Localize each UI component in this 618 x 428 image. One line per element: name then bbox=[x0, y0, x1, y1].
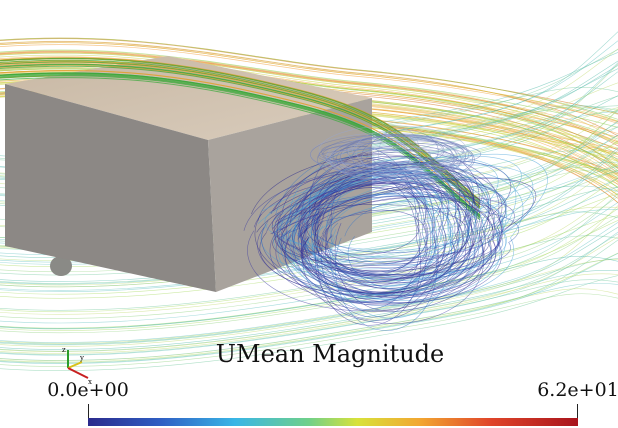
axis-z-label: z bbox=[62, 346, 66, 354]
axis-x bbox=[68, 368, 88, 378]
axis-y-label: y bbox=[79, 354, 84, 362]
colorbar bbox=[88, 418, 578, 426]
page: z y x UMean Magnitude 0.0e+00 6.2e+01 ((… bbox=[0, 0, 618, 428]
streamline bbox=[0, 259, 618, 343]
colorbar-title: UMean Magnitude bbox=[216, 340, 444, 368]
colorbar-max-label: 6.2e+01 bbox=[537, 379, 618, 401]
visualization: z y x UMean Magnitude 0.0e+00 6.2e+01 bbox=[0, 0, 618, 428]
colorbar-min-label: 0.0e+00 bbox=[47, 379, 129, 401]
